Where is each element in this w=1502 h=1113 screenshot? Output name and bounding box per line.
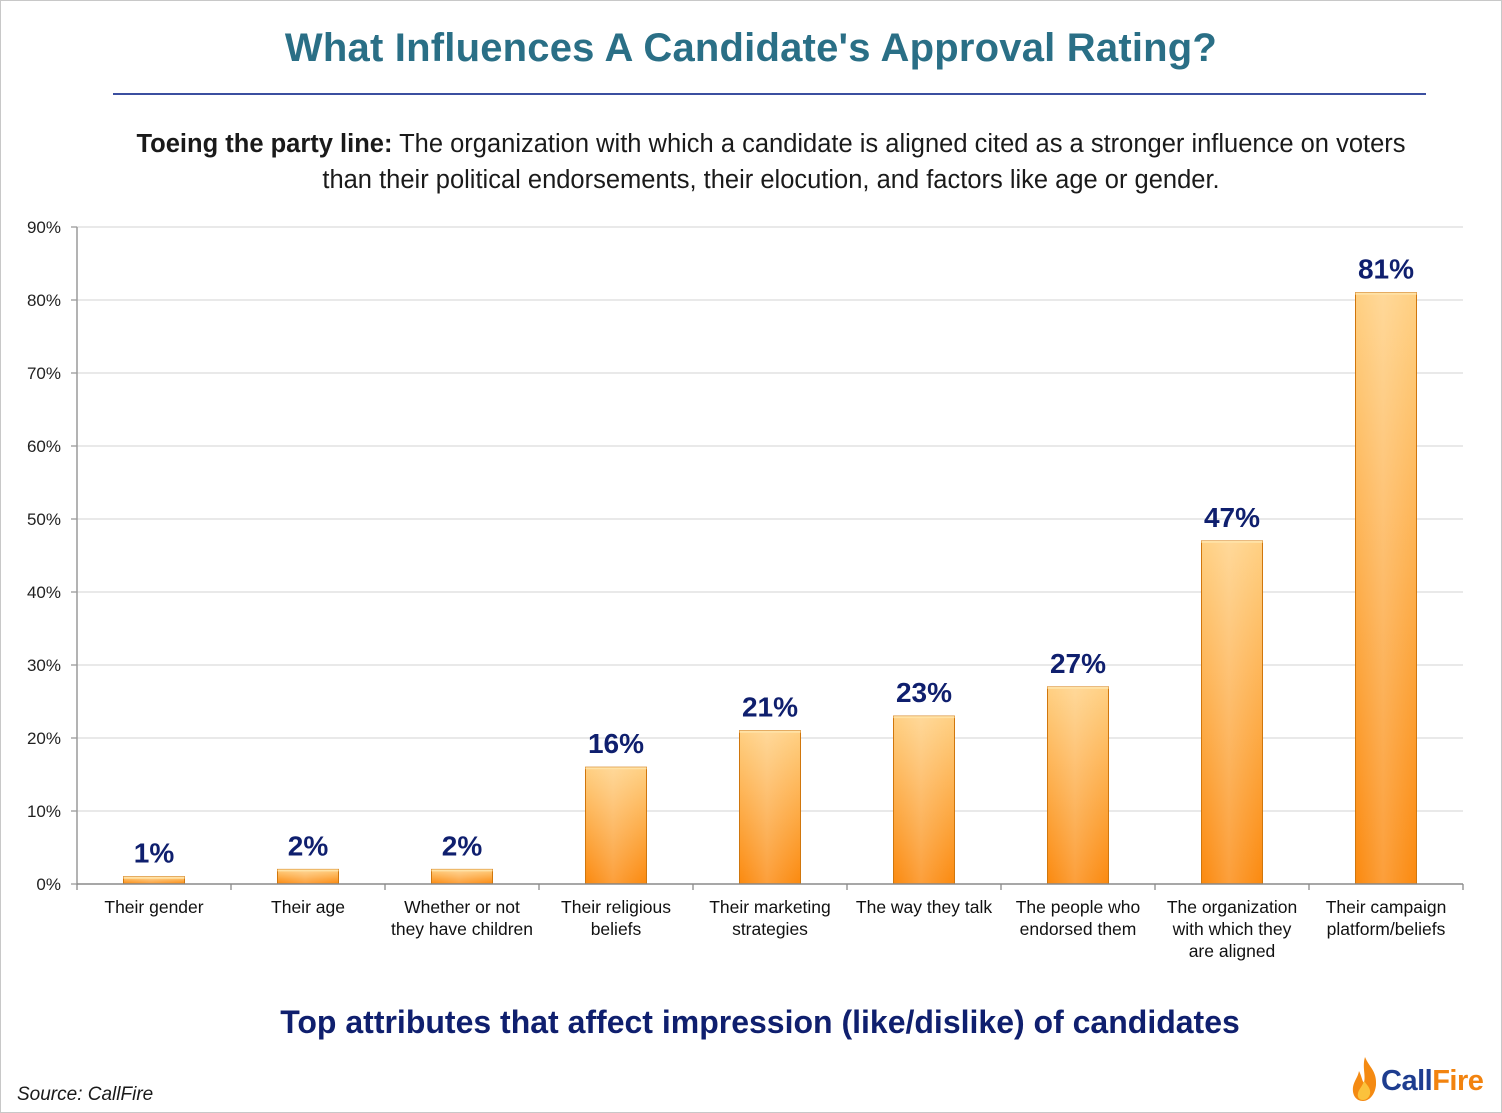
bar-highlight <box>1048 687 1108 883</box>
category-label-line: endorsed them <box>1020 919 1137 939</box>
category-label-line: are aligned <box>1189 941 1276 961</box>
y-tick-label: 10% <box>27 802 61 821</box>
data-label: 16% <box>588 728 644 759</box>
y-tick-label: 0% <box>36 875 61 894</box>
data-label: 47% <box>1204 502 1260 533</box>
flame-icon <box>1352 1057 1377 1101</box>
callfire-logo: CallFire <box>1350 1055 1490 1105</box>
category-label-line: The people who <box>1016 897 1141 917</box>
category-label-line: platform/beliefs <box>1327 919 1446 939</box>
category-label: Whether or not they have children <box>391 897 533 939</box>
category-label-line: Their campaign <box>1326 897 1447 917</box>
data-label: 2% <box>442 830 483 861</box>
bar-highlight <box>1356 293 1416 883</box>
bar-highlight <box>1202 541 1262 883</box>
y-tick-label: 20% <box>27 729 61 748</box>
y-tick-label: 90% <box>27 218 61 237</box>
bar-highlight <box>586 768 646 883</box>
category-label: The people who endorsed them <box>1016 897 1141 939</box>
y-tick-label: 60% <box>27 437 61 456</box>
bar-chart: 0% 10% 20% 30% 40% 50% 60% 70% 80% 90% 1% Their gen… <box>27 218 1464 961</box>
chart-title: What Influences A Candidate's Approval R… <box>284 26 1218 70</box>
logo-wordmark: CallFire <box>1381 1065 1484 1098</box>
category-label-line: beliefs <box>591 919 642 939</box>
category-label-line: strategies <box>732 919 808 939</box>
category-label: The organization with which they are align… <box>1167 897 1297 961</box>
bar-highlight <box>894 717 954 883</box>
category-label-line: Their gender <box>104 897 203 917</box>
category-label-line: Their religious <box>561 897 671 917</box>
y-tick-label: 80% <box>27 291 61 310</box>
chart-caption: Top attributes that affect impression (l… <box>280 1004 1240 1040</box>
category-label: Their gender <box>104 897 203 917</box>
bar-highlight <box>124 877 184 883</box>
y-tick-label: 40% <box>27 583 61 602</box>
subtitle-body: The organization with which a candidate … <box>322 130 1406 194</box>
y-tick-label: 30% <box>27 656 61 675</box>
bar-highlight <box>278 870 338 883</box>
bar-highlight <box>432 870 492 883</box>
data-label: 1% <box>134 838 175 869</box>
category-label: Their religious beliefs <box>561 897 671 939</box>
category-label: Their campaign platform/beliefs <box>1326 897 1447 939</box>
category-label-line: Their marketing <box>709 897 831 917</box>
category-label-line: Whether or not <box>404 897 520 917</box>
category-label-line: Their age <box>271 897 345 917</box>
title-divider <box>113 93 1426 95</box>
source-note: Source: CallFire <box>17 1084 154 1105</box>
chart-subtitle: Toeing the party line: The organization … <box>120 126 1422 198</box>
data-label: 23% <box>896 677 952 708</box>
category-label-line: The organization <box>1167 897 1297 917</box>
category-label: Their age <box>271 897 345 917</box>
category-label-line: with which they <box>1172 919 1292 939</box>
category-label-line: they have children <box>391 919 533 939</box>
data-label: 2% <box>288 830 329 861</box>
logo-fire: Fire <box>1432 1065 1484 1097</box>
y-tick-label: 50% <box>27 510 61 529</box>
logo-call: Call <box>1381 1065 1433 1097</box>
subtitle-lead: Toeing the party line: <box>136 130 393 158</box>
y-tick-label: 70% <box>27 364 61 383</box>
category-label: The way they talk <box>856 897 992 917</box>
data-label: 81% <box>1358 254 1414 285</box>
category-label: Their marketing strategies <box>709 897 831 939</box>
bar-highlight <box>740 731 800 883</box>
data-label: 21% <box>742 692 798 723</box>
data-label: 27% <box>1050 648 1106 679</box>
category-label-line: The way they talk <box>856 897 992 917</box>
